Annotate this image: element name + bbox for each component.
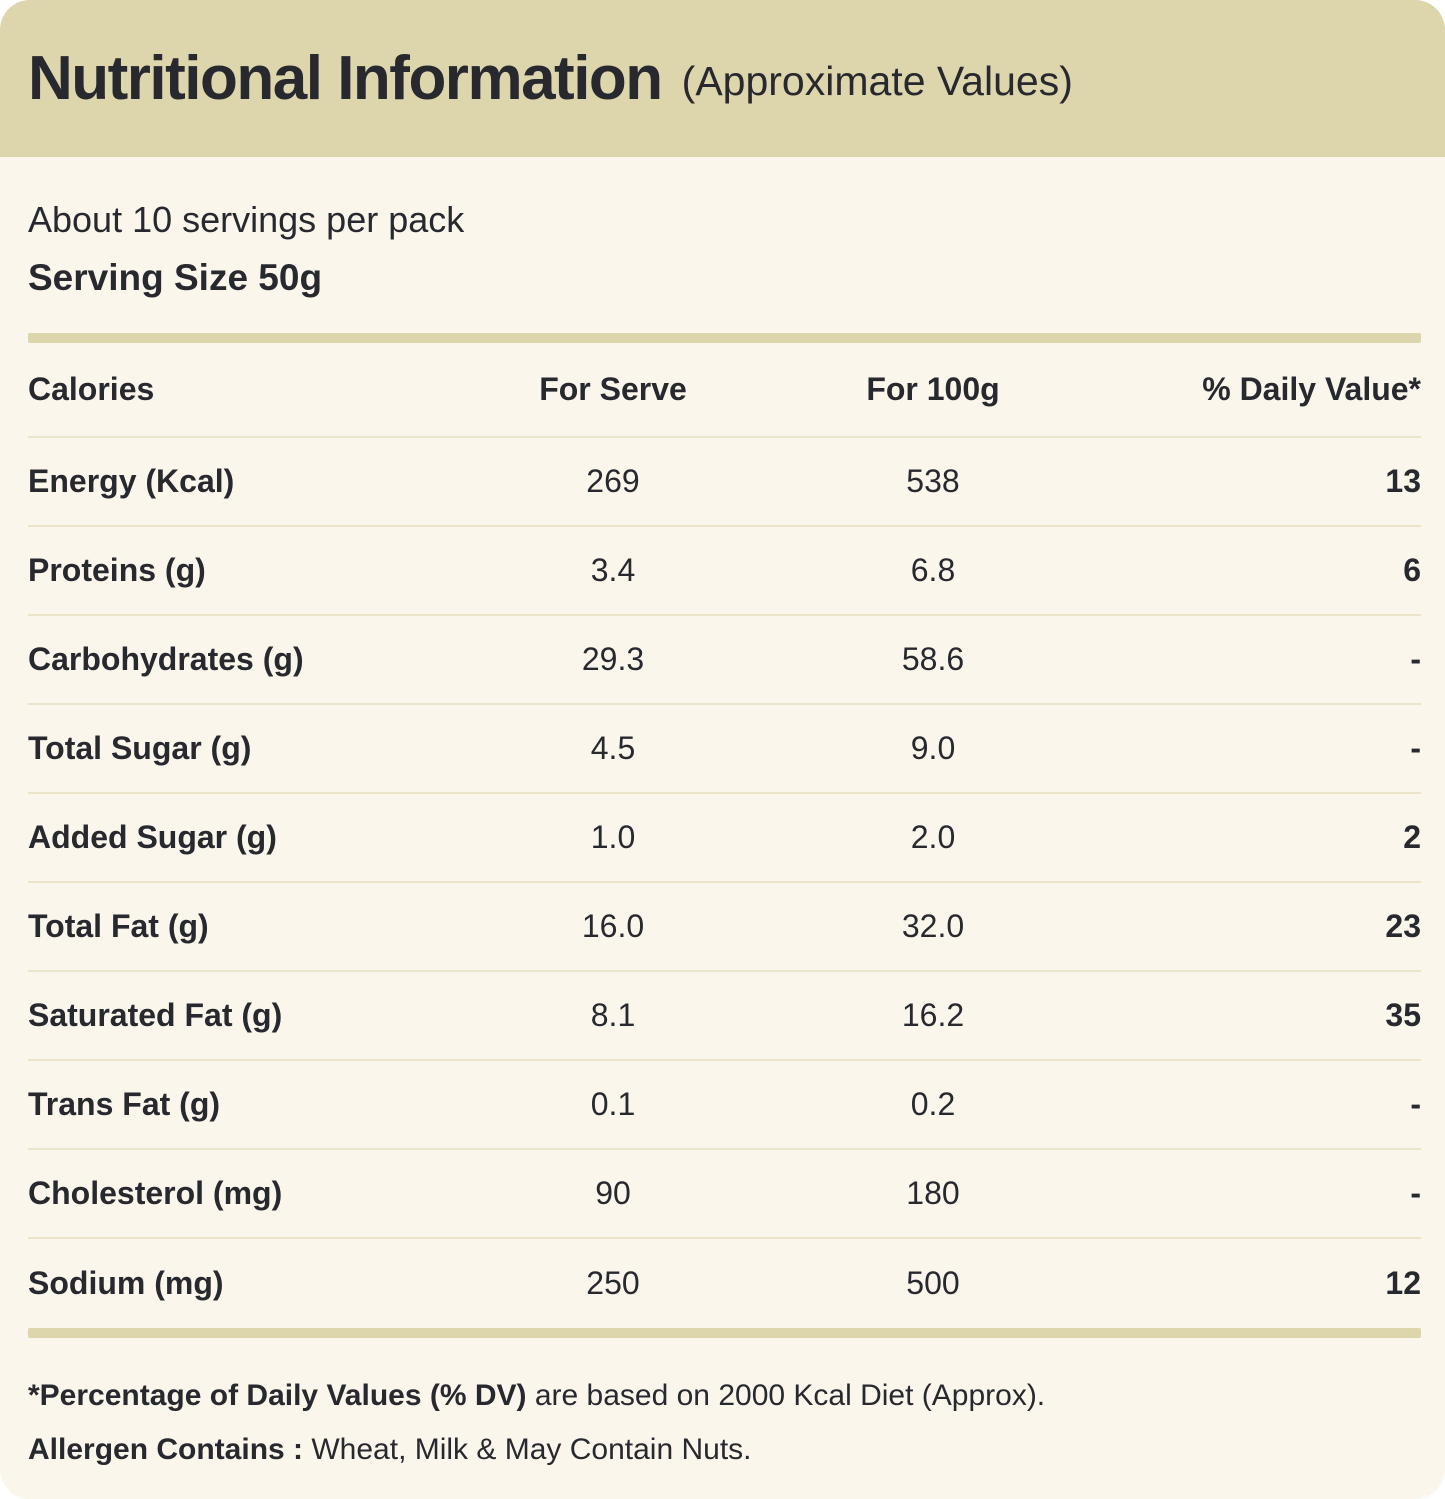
nutrition-table: Calories For Serve For 100g % Daily Valu… bbox=[28, 343, 1421, 1328]
servings-per-pack: About 10 servings per pack bbox=[28, 199, 465, 240]
value-for-serve: 29.3 bbox=[581, 641, 645, 677]
value-daily: - bbox=[1410, 641, 1421, 677]
nutrient-label: Total Sugar (g) bbox=[28, 730, 252, 766]
nutrient-label: Proteins (g) bbox=[28, 552, 206, 588]
value-for-serve: 3.4 bbox=[590, 552, 636, 588]
value-for-serve: 90 bbox=[595, 1175, 631, 1211]
value-daily: - bbox=[1410, 1175, 1421, 1211]
value-daily: 23 bbox=[1385, 908, 1421, 944]
daily-value-footnote: *Percentage of Daily Values (% DV) are b… bbox=[28, 1374, 1421, 1418]
value-for-100g: 58.6 bbox=[901, 641, 965, 677]
table-row: Sodium (mg) 250 500 12 bbox=[28, 1239, 1421, 1328]
value-for-100g: 0.2 bbox=[910, 1086, 956, 1122]
column-header-100g: For 100g bbox=[866, 371, 1000, 407]
value-daily: 2 bbox=[1403, 819, 1421, 855]
value-for-100g: 6.8 bbox=[910, 552, 956, 588]
table-row: Total Sugar (g) 4.5 9.0 - bbox=[28, 705, 1421, 794]
daily-value-footnote-bold: *Percentage of Daily Values (% DV) bbox=[28, 1379, 527, 1412]
nutrient-label: Total Fat (g) bbox=[28, 908, 209, 944]
table-row: Cholesterol (mg) 90 180 - bbox=[28, 1150, 1421, 1239]
table-row: Total Fat (g) 16.0 32.0 23 bbox=[28, 883, 1421, 972]
nutrient-label: Saturated Fat (g) bbox=[28, 997, 283, 1033]
allergen-footnote-bold: Allergen Contains : bbox=[28, 1433, 304, 1466]
value-daily: 13 bbox=[1385, 463, 1421, 499]
value-daily: - bbox=[1410, 730, 1421, 766]
divider-top bbox=[28, 333, 1421, 343]
value-for-serve: 0.1 bbox=[590, 1086, 636, 1122]
nutrient-label: Energy (Kcal) bbox=[28, 463, 235, 499]
divider-bottom bbox=[28, 1328, 1421, 1338]
table-row: Energy (Kcal) 269 538 13 bbox=[28, 438, 1421, 527]
value-for-100g: 180 bbox=[906, 1175, 960, 1211]
table-header-row: Calories For Serve For 100g % Daily Valu… bbox=[28, 343, 1421, 438]
serving-size: Serving Size 50g bbox=[28, 257, 323, 298]
nutrient-label: Carbohydrates (g) bbox=[28, 641, 304, 677]
nutrient-label: Trans Fat (g) bbox=[28, 1086, 221, 1122]
nutrient-label: Added Sugar (g) bbox=[28, 819, 277, 855]
nutrient-label: Cholesterol (mg) bbox=[28, 1175, 283, 1211]
value-daily: - bbox=[1410, 1086, 1421, 1122]
value-for-serve: 16.0 bbox=[581, 908, 645, 944]
allergen-footnote: Allergen Contains : Wheat, Milk & May Co… bbox=[28, 1428, 1421, 1472]
value-for-serve: 269 bbox=[586, 463, 640, 499]
header-bar: Nutritional Information (Approximate Val… bbox=[0, 0, 1445, 157]
page-title: Nutritional Information bbox=[28, 44, 663, 113]
allergen-footnote-rest: Wheat, Milk & May Contain Nuts. bbox=[303, 1433, 752, 1466]
value-for-100g: 538 bbox=[906, 463, 960, 499]
value-daily: 6 bbox=[1403, 552, 1421, 588]
value-for-serve: 4.5 bbox=[590, 730, 636, 766]
label-body: About 10 servings per pack Serving Size … bbox=[0, 157, 1445, 1499]
value-for-100g: 2.0 bbox=[910, 819, 956, 855]
value-for-100g: 32.0 bbox=[901, 908, 965, 944]
value-for-serve: 8.1 bbox=[590, 997, 636, 1033]
table-row: Trans Fat (g) 0.1 0.2 - bbox=[28, 1061, 1421, 1150]
column-header-nutrient: Calories bbox=[28, 371, 155, 407]
value-for-100g: 500 bbox=[906, 1265, 960, 1301]
value-for-serve: 1.0 bbox=[590, 819, 636, 855]
value-daily: 12 bbox=[1385, 1265, 1421, 1301]
value-for-100g: 16.2 bbox=[901, 997, 965, 1033]
table-row: Added Sugar (g) 1.0 2.0 2 bbox=[28, 794, 1421, 883]
value-for-serve: 250 bbox=[586, 1265, 640, 1301]
value-daily: 35 bbox=[1385, 997, 1421, 1033]
value-for-100g: 9.0 bbox=[910, 730, 956, 766]
column-header-daily: % Daily Value* bbox=[1202, 371, 1421, 407]
table-row: Carbohydrates (g) 29.3 58.6 - bbox=[28, 616, 1421, 705]
nutrient-label: Sodium (mg) bbox=[28, 1265, 224, 1301]
column-header-serve: For Serve bbox=[539, 371, 687, 407]
table-row: Proteins (g) 3.4 6.8 6 bbox=[28, 527, 1421, 616]
header-subtitle: (Approximate Values) bbox=[681, 58, 1073, 104]
table-row: Saturated Fat (g) 8.1 16.2 35 bbox=[28, 972, 1421, 1061]
daily-value-footnote-rest: are based on 2000 Kcal Diet (Approx). bbox=[526, 1379, 1046, 1412]
